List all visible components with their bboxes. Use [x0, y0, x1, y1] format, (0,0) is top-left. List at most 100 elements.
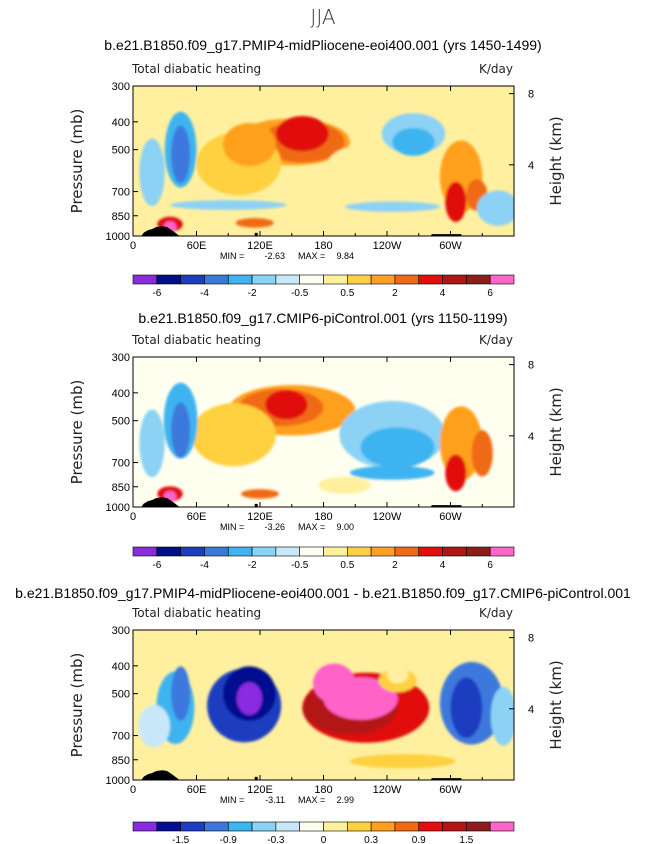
x-tick-label: 0	[130, 784, 136, 796]
colorbar-label: -6	[152, 288, 161, 299]
min-label: MIN =	[220, 522, 244, 532]
colorbar-label: 1.5	[459, 835, 473, 844]
colorbar-swatch	[370, 821, 396, 832]
contour-region	[387, 666, 409, 684]
right-axis-title: Height (km)	[547, 660, 565, 749]
contour-region	[392, 127, 435, 156]
contour-region	[349, 465, 435, 480]
x-tick-label: 60W	[439, 511, 462, 523]
colorbar-swatch	[489, 821, 515, 832]
colorbar-label: 2	[392, 288, 398, 299]
contour-region	[171, 125, 191, 184]
x-tick-label: 0	[130, 511, 136, 523]
contour-region	[471, 430, 493, 477]
colorbar-swatch	[227, 821, 253, 832]
y-tick-label: 500	[112, 416, 130, 428]
colorbar-label: -0.5	[291, 288, 309, 299]
contour-region	[360, 427, 435, 468]
colorbar-swatch	[251, 546, 277, 557]
colorbar-swatch	[156, 821, 181, 832]
x-tick-label: 60W	[439, 240, 462, 252]
colorbar-label: 6	[487, 560, 493, 571]
colorbar-swatch	[132, 546, 158, 557]
topography	[141, 497, 180, 507]
contour-region	[450, 677, 483, 739]
contour-region	[235, 218, 274, 228]
colorbar: -6 -4 -2 -0.5 0.5 2 4 6	[132, 274, 515, 299]
x-tick-label: 180	[314, 240, 332, 252]
max-value: 2.99	[336, 795, 354, 805]
colorbar-swatch	[418, 546, 443, 557]
y-axis-title: Pressure (mb)	[68, 380, 86, 485]
colorbar-swatch	[394, 546, 420, 557]
right-tick-label: 8	[528, 89, 534, 101]
contour-region	[445, 181, 467, 222]
x-tick-label: 0	[130, 240, 136, 252]
y-tick-label: 700	[112, 458, 130, 470]
colorbar-swatch	[323, 546, 348, 557]
right-tick-label: 4	[528, 431, 534, 443]
colorbar-swatch	[466, 546, 491, 557]
field-label: Total diabatic heating	[131, 606, 261, 620]
y-tick-label: 1000	[106, 775, 130, 787]
y-tick-label: 1000	[106, 502, 130, 514]
max-label: MAX =	[298, 795, 325, 805]
colorbar-swatch	[299, 821, 324, 832]
y-tick-label: 400	[112, 117, 130, 129]
y-tick-label: 500	[112, 145, 130, 157]
heatmap-field	[133, 357, 514, 507]
colorbar-swatch	[299, 274, 324, 285]
units-label: K/day	[479, 62, 513, 76]
x-tick-label: 60W	[439, 784, 462, 796]
colorbar-label: 4	[440, 288, 446, 299]
colorbar-label: -1.5	[172, 835, 190, 844]
y-tick-label: 850	[112, 211, 130, 223]
colorbar-swatch	[299, 546, 324, 557]
colorbar-label: -2	[248, 560, 257, 571]
y-tick-label: 300	[112, 81, 130, 93]
right-axis-title: Height (km)	[547, 387, 565, 476]
x-tick-label: 60E	[187, 511, 207, 523]
contour-region	[240, 489, 280, 499]
chart-panel-1: b.e21.B1850.f09_g17.PMIP4-midPliocene-eo…	[68, 37, 565, 299]
colorbar-swatch	[489, 546, 515, 557]
contour-region	[139, 409, 165, 478]
right-tick-label: 4	[528, 160, 534, 172]
colorbar-label: -4	[200, 560, 209, 571]
units-label: K/day	[479, 333, 513, 347]
colorbar-label: 4	[440, 560, 446, 571]
colorbar-swatch	[227, 546, 253, 557]
colorbar-swatch	[251, 821, 277, 832]
colorbar-swatch	[275, 546, 300, 557]
colorbar-label: 0.3	[364, 835, 378, 844]
max-value: 9.00	[336, 522, 354, 532]
panels: b.e21.B1850.f09_g17.PMIP4-midPliocene-eo…	[15, 37, 631, 844]
colorbar-label: -0.5	[291, 560, 309, 571]
colorbar-swatch	[204, 821, 229, 832]
colorbar-label: -0.3	[267, 835, 285, 844]
colorbar-swatch	[251, 274, 277, 285]
y-tick-label: 500	[112, 689, 130, 701]
colorbar-swatch	[418, 274, 443, 285]
min-value: -3.11	[265, 795, 285, 805]
colorbar-swatch	[323, 821, 348, 832]
colorbar-swatch	[347, 821, 372, 832]
y-tick-label: 1000	[106, 231, 130, 243]
min-label: MIN =	[220, 251, 244, 261]
y-tick-label: 300	[112, 625, 130, 637]
x-tick-label: 60E	[187, 784, 207, 796]
contour-region	[138, 705, 171, 748]
contour-blobs	[138, 661, 514, 776]
heatmap-field	[133, 86, 514, 236]
colorbar-swatch	[394, 274, 420, 285]
colorbar-swatch	[347, 546, 372, 557]
x-tick-label: 120W	[373, 784, 402, 796]
y-tick-label: 850	[112, 482, 130, 494]
x-tick-label: 120E	[247, 784, 273, 796]
contour-region	[490, 686, 514, 746]
contour-region	[222, 122, 276, 167]
y-tick-label: 850	[112, 755, 130, 767]
colorbar-swatch	[204, 274, 229, 285]
x-tick-label: 120W	[373, 511, 402, 523]
colorbar-label: 2	[392, 560, 398, 571]
